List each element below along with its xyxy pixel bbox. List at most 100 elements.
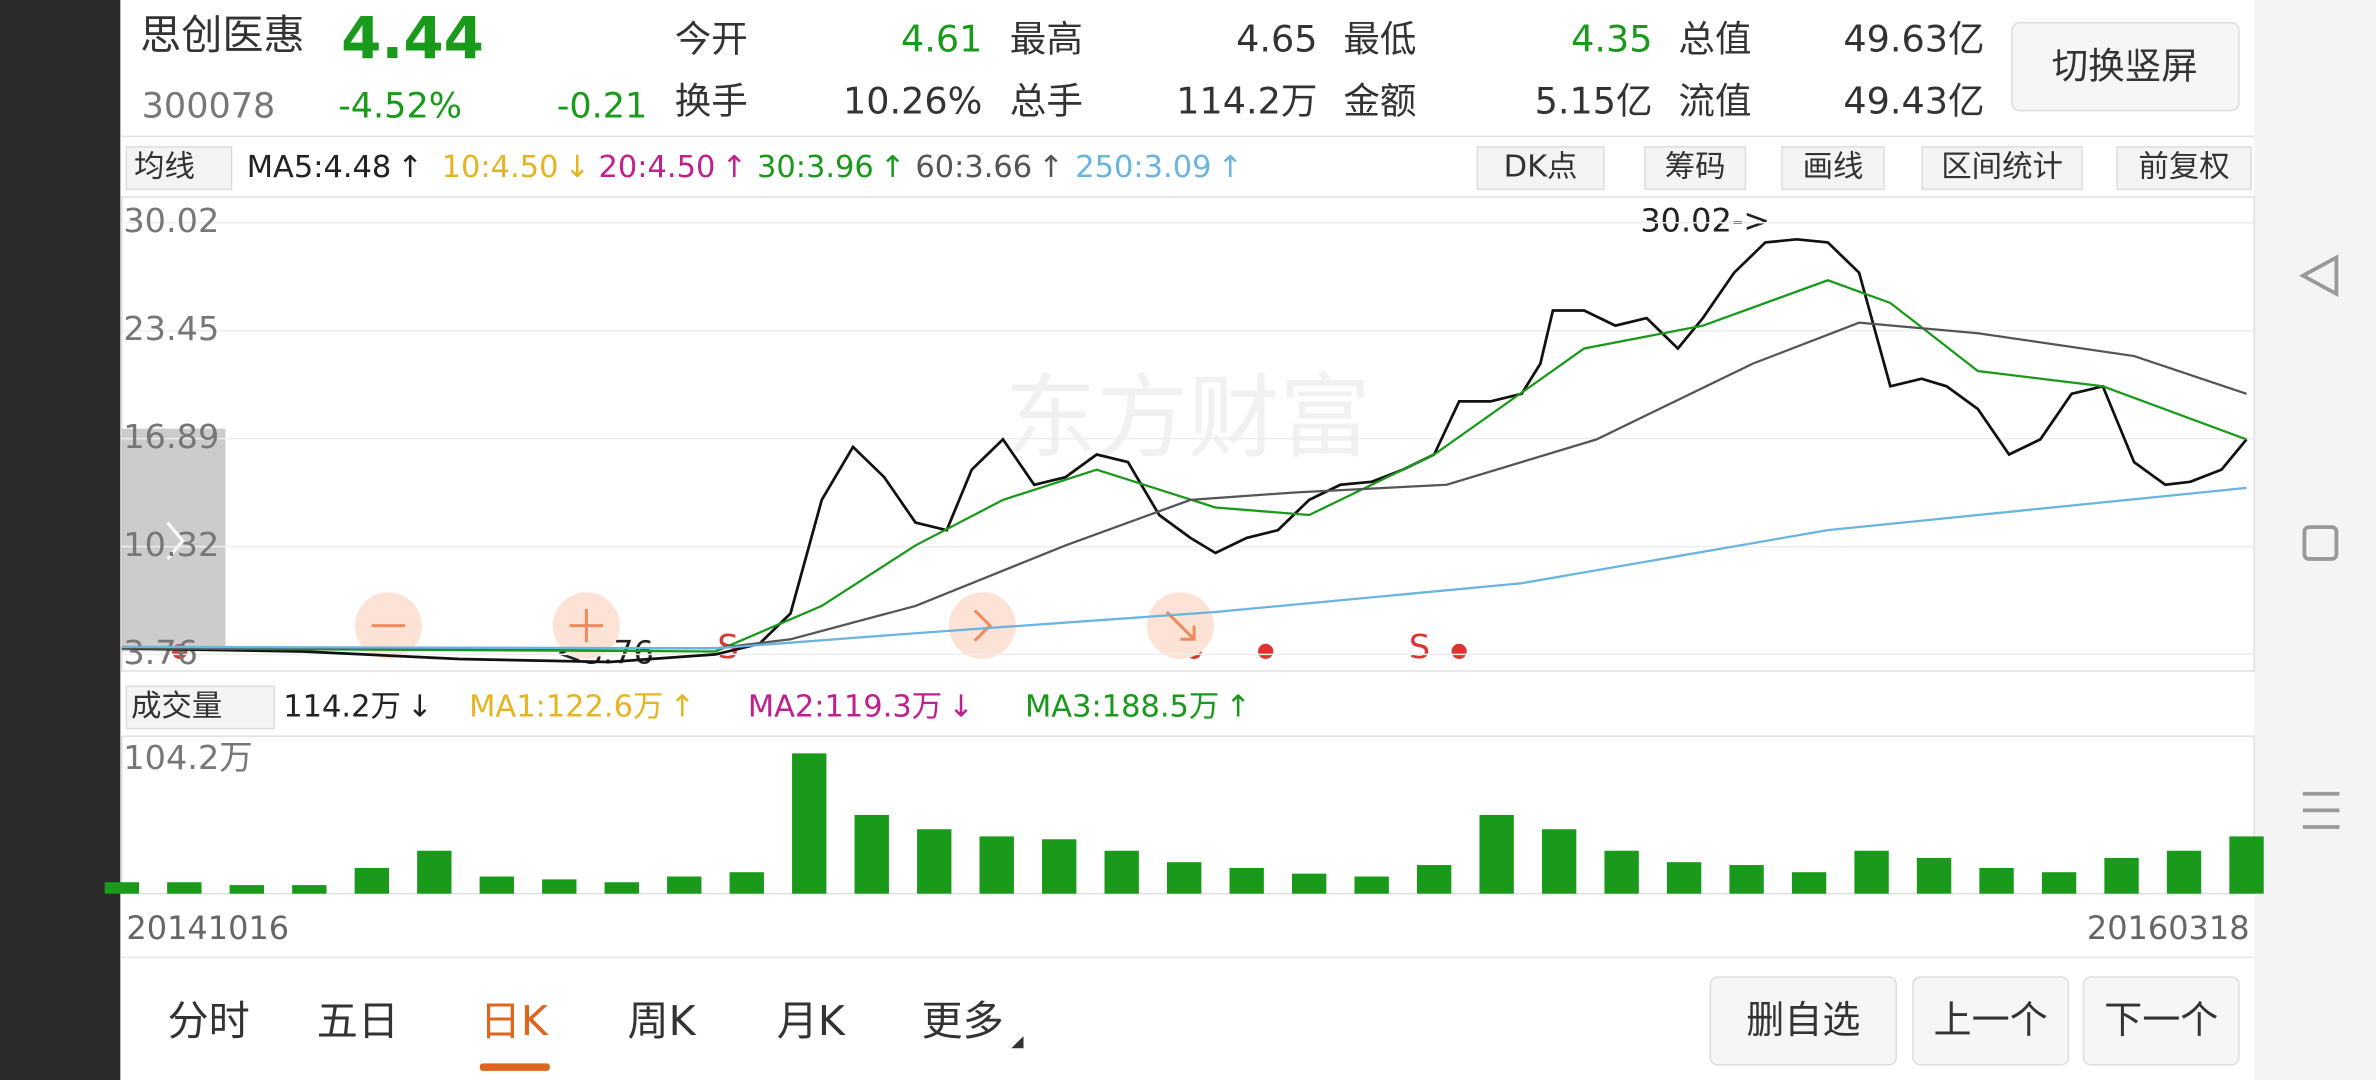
icon — [973, 609, 993, 642]
home-icon[interactable] — [2302, 525, 2339, 561]
tool-button-label: 画线 — [1803, 150, 1864, 185]
legend-item: MA1:122.6万 ↑ — [469, 689, 695, 724]
volume-bar — [667, 876, 702, 894]
legend-arrow: ↓ — [948, 689, 974, 724]
stat-label: 今开 — [675, 17, 748, 60]
legend-item: MA3:188.5万 ↑ — [1025, 689, 1251, 724]
action-button[interactable] — [2082, 976, 2240, 1066]
code: 300078 — [142, 87, 276, 127]
tab[interactable]: 日K — [480, 997, 549, 1045]
volume-bar — [354, 867, 389, 894]
action-button-label: 删自选 — [1746, 998, 1860, 1042]
price: 4.44 — [341, 4, 484, 72]
volume-bar — [1104, 850, 1139, 894]
nav-bar — [2254, 0, 2376, 1080]
stat-value: 49.43亿 — [1843, 80, 1984, 123]
icon — [569, 608, 604, 643]
stat-label: 总值 — [1678, 17, 1751, 60]
stat-value: 4.35 — [1571, 17, 1652, 60]
back-icon[interactable] — [2298, 254, 2339, 298]
tool-button[interactable] — [1476, 146, 1605, 191]
stat-value: 5.15亿 — [1535, 80, 1653, 123]
y-tick-label: 3.76 — [123, 633, 198, 672]
orientation-button[interactable] — [2011, 21, 2240, 112]
legend-arrow: ↑ — [1225, 689, 1251, 724]
stat-label: 金额 — [1343, 80, 1416, 123]
more-caret — [1011, 1036, 1024, 1049]
event[interactable] — [948, 592, 1016, 659]
tool-button[interactable] — [1781, 146, 1885, 191]
stat-value: 4.61 — [901, 17, 982, 60]
volume-bar — [104, 882, 140, 894]
tab[interactable]: 月K — [777, 997, 846, 1045]
volume-bar — [1979, 867, 2014, 894]
legend-text: MA3:188.5万 — [1025, 689, 1219, 724]
change-pct: -4.52% — [338, 87, 462, 127]
volume-bar — [1479, 814, 1514, 894]
volume-selector[interactable] — [125, 685, 275, 730]
tab[interactable]: 更多 — [921, 997, 1003, 1045]
signal: S — [1409, 627, 1430, 666]
legend-item: 250:3.09 ↑ — [1075, 150, 1243, 185]
legend-item: MA5:4.48 ↑ — [247, 150, 423, 185]
y-tick-label: 16.89 — [123, 417, 219, 456]
tool-button[interactable] — [1644, 146, 1747, 191]
stat-label: 流值 — [1678, 80, 1751, 123]
tool-button[interactable] — [1921, 146, 2083, 191]
action-button[interactable] — [1912, 976, 2070, 1066]
volume-bar — [1791, 872, 1827, 894]
volume-bar — [792, 753, 827, 894]
stat-label: 换手 — [675, 80, 748, 123]
ma-line — [121, 279, 2247, 653]
legend-text: 250:3.09 — [1075, 150, 1211, 185]
volume-bar — [1167, 862, 1202, 894]
tab[interactable]: 周K — [628, 997, 697, 1045]
ma-line — [121, 321, 2247, 650]
stat-label: 总手 — [1010, 80, 1083, 123]
volume-bar — [292, 885, 327, 894]
volume-bar — [2229, 836, 2264, 894]
legend-item: 20:4.50 ↑ — [599, 150, 747, 185]
volume-selector-label: 成交量 — [131, 689, 222, 724]
volume-bar — [1416, 865, 1452, 894]
tool-button-label: DK点 — [1504, 150, 1578, 185]
legend-item: 60:3.66 ↑ — [915, 150, 1063, 185]
action-button[interactable] — [1709, 976, 1897, 1066]
change: -0.21 — [557, 87, 648, 127]
dot — [1258, 643, 1274, 659]
menu-icon[interactable] — [2302, 791, 2340, 829]
ma-selector[interactable] — [125, 146, 233, 191]
legend-arrow: ↑ — [721, 150, 747, 185]
ma-selector-label: 均线 — [134, 150, 195, 185]
volume-bar — [1729, 865, 1764, 894]
legend-text: MA5:4.48 — [247, 150, 392, 185]
side-tab[interactable] — [121, 428, 226, 652]
stock-name: 思创医惠 — [140, 11, 304, 59]
legend-item: MA2:119.3万 ↓ — [748, 689, 974, 724]
y-tick-label: 10.32 — [123, 525, 219, 564]
icon — [1165, 610, 1196, 641]
legend-item: 114.2万 ↓ — [283, 689, 432, 724]
action-button-label: 上一个 — [1934, 998, 2048, 1042]
y-tick-label: 23.45 — [123, 309, 219, 348]
event-icons — [354, 592, 1214, 659]
legend-arrow: ↑ — [397, 150, 423, 185]
action-button-label: 下一个 — [2104, 998, 2218, 1042]
tab[interactable]: 分时 — [168, 997, 250, 1045]
volume-bar — [1354, 876, 1389, 894]
legend-arrow: ↑ — [1218, 150, 1244, 185]
tool-button[interactable] — [2116, 146, 2252, 191]
legend-text: 114.2万 — [283, 689, 401, 724]
ma-line — [121, 486, 2247, 650]
watermark: 东方财富 — [1005, 365, 1371, 471]
volume-bar — [854, 814, 889, 894]
legend-arrow: ↑ — [1038, 150, 1064, 185]
orientation-button-label: 切换竖屏 — [2052, 45, 2198, 88]
stat-value: 114.2万 — [1176, 80, 1317, 123]
legend-text: 20:4.50 — [599, 150, 716, 185]
tab[interactable]: 五日 — [317, 997, 399, 1045]
volume-bar — [729, 872, 764, 894]
volume-bar — [1229, 867, 1264, 894]
